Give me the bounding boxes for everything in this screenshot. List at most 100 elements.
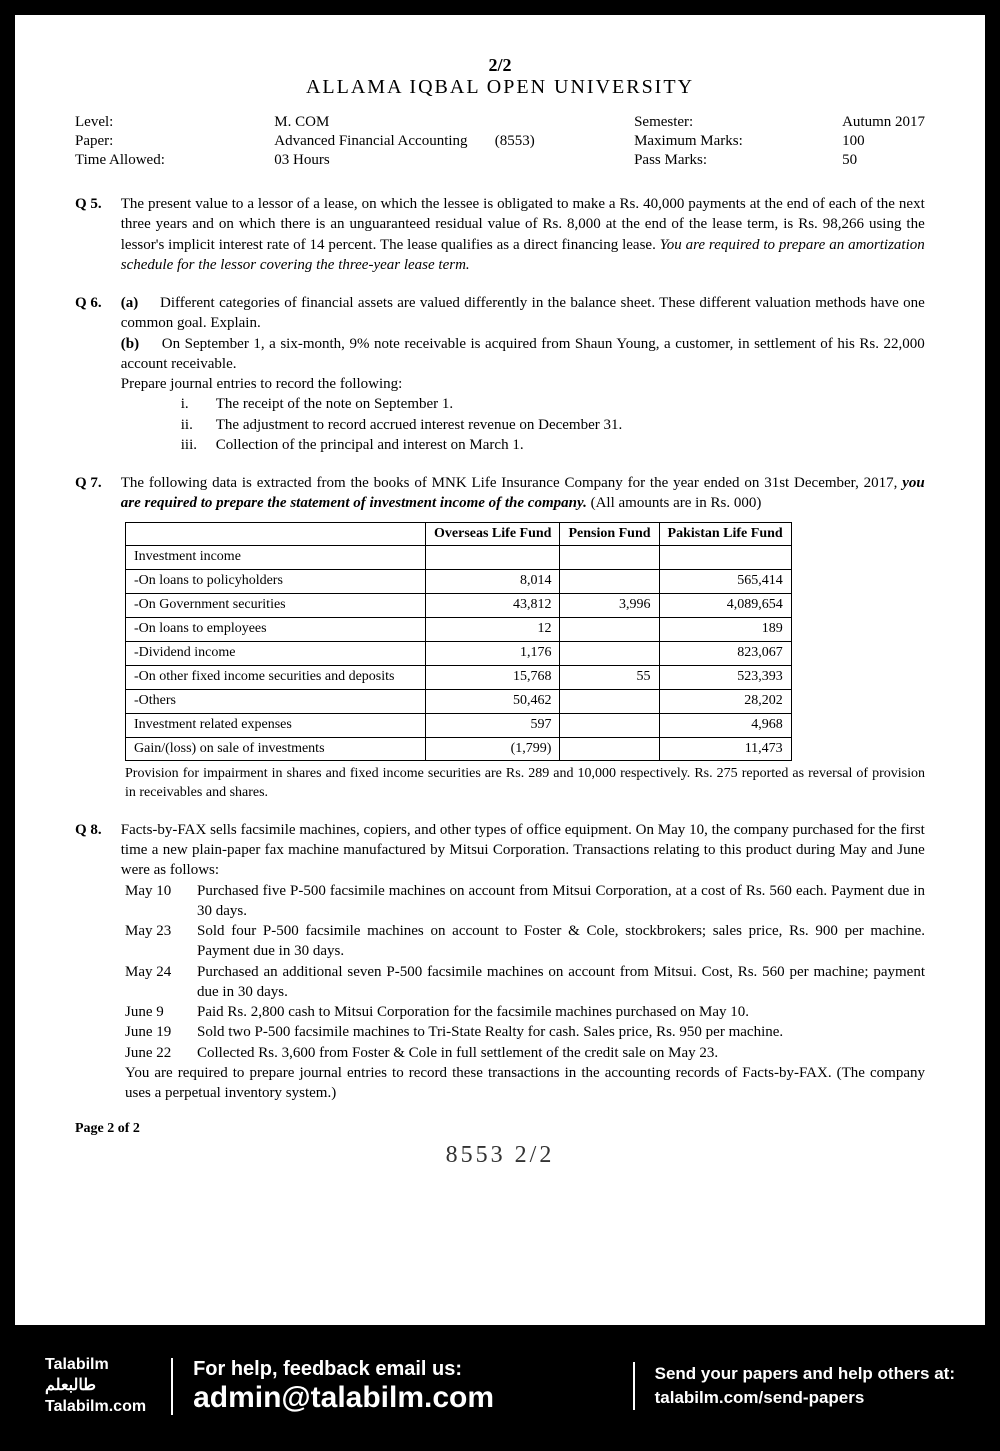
max-marks-label: Maximum Marks: [634, 133, 743, 150]
table-row: -On Government securities43,8123,9964,08… [126, 594, 792, 618]
brand-block: Talabilm طالبعلم Talabilm.com [45, 1355, 146, 1417]
site-banner: Talabilm طالبعلم Talabilm.com For help, … [15, 1340, 985, 1432]
row-label: -On loans to policyholders [126, 570, 426, 594]
q6-iii-num: iii. [181, 435, 206, 455]
table-row: Investment related expenses5974,968 [126, 713, 792, 737]
row-c2 [560, 689, 659, 713]
meta-right-labels: Semester: Maximum Marks: Pass Marks: [634, 114, 743, 169]
transaction-row: June 22 Collected Rs. 3,600 from Foster &… [75, 1043, 925, 1063]
q6-body: (a) Different categories of financial as… [121, 293, 925, 455]
q7-data-table: Overseas Life Fund Pension Fund Pakistan… [125, 522, 792, 762]
col-pakistan: Pakistan Life Fund [659, 522, 791, 546]
question-8: Q 8. Facts-by-FAX sells facsimile machin… [75, 820, 925, 1104]
transaction-row: May 23 Sold four P-500 facsimile machines… [75, 921, 925, 962]
tx-date: June 9 [125, 1002, 185, 1022]
time-label: Time Allowed: [75, 152, 175, 169]
handwritten-note: 8553 2/2 [75, 1142, 925, 1169]
table-header-row: Overseas Life Fund Pension Fund Pakistan… [126, 522, 792, 546]
exam-page: 2/2 ALLAMA IQBAL OPEN UNIVERSITY Level: … [15, 15, 985, 1325]
paper-value: Advanced Financial Accounting [274, 133, 467, 150]
row-c2: 3,996 [560, 594, 659, 618]
q7-after-table: Provision for impairment in shares and f… [75, 765, 925, 801]
pass-marks-value: 50 [842, 152, 857, 169]
paper-label: Paper: [75, 133, 175, 150]
table-row: -On loans to policyholders8,014 565,414 [126, 570, 792, 594]
row-c1: 43,812 [426, 594, 560, 618]
q5-body: The present value to a lessor of a lease… [121, 194, 925, 275]
page-footer: Page 2 of 2 [75, 1121, 925, 1137]
q6b-text: On September 1, a six-month, 9% note rec… [121, 336, 925, 372]
help-block: For help, feedback email us: admin@talab… [171, 1358, 608, 1415]
q7-text: The following data is extracted from the… [121, 475, 898, 491]
table-row: -On other fixed income securities and de… [126, 665, 792, 689]
time-value: 03 Hours [274, 152, 329, 169]
tx-text: Sold two P-500 facsimile machines to Tri… [197, 1022, 783, 1042]
tx-date: June 22 [125, 1043, 185, 1063]
page-header: 2/2 ALLAMA IQBAL OPEN UNIVERSITY [75, 55, 925, 99]
row-c1: 8,014 [426, 570, 560, 594]
col-pension: Pension Fund [560, 522, 659, 546]
transaction-row: June 9Paid Rs. 2,800 cash to Mitsui Corp… [75, 1002, 925, 1022]
transaction-row: May 24Purchased an additional seven P-50… [75, 962, 925, 1003]
tx-date: June 19 [125, 1022, 185, 1042]
row-label: -On other fixed income securities and de… [126, 665, 426, 689]
meta-left: Level: Paper: Time Allowed: [75, 114, 175, 169]
row-c3: 4,089,654 [659, 594, 791, 618]
row-c3: 823,067 [659, 641, 791, 665]
brand-domain: Talabilm.com [45, 1397, 146, 1418]
tx-text: Purchased five P-500 facsimile machines … [197, 881, 925, 922]
q6-ii-num: ii. [181, 415, 206, 435]
row-c1: 15,768 [426, 665, 560, 689]
tx-text: Collected Rs. 3,600 from Foster & Cole i… [197, 1043, 718, 1063]
transaction-row: June 19 Sold two P-500 facsimile machines… [75, 1022, 925, 1042]
table-row: Gain/(loss) on sale of investments(1,799… [126, 737, 792, 761]
q8-requirement-wrap: You are required to prepare journal entr… [75, 1063, 925, 1104]
help-email: admin@talabilm.com [193, 1381, 608, 1415]
help-line1: For help, feedback email us: [193, 1358, 608, 1381]
q6-iii-text: Collection of the principal and interest… [216, 435, 524, 455]
q6-sub-items: i. The receipt of the note on September 1… [121, 394, 925, 455]
tx-text: Purchased an additional seven P-500 facs… [197, 962, 925, 1003]
paper-code: (8553) [495, 133, 535, 150]
send-block: Send your papers and help others at: tal… [633, 1362, 955, 1410]
q7-note: (All amounts are in Rs. 000) [591, 495, 762, 511]
q7-body: The following data is extracted from the… [121, 473, 925, 514]
row-c3: 523,393 [659, 665, 791, 689]
tx-date: May 23 [125, 921, 185, 962]
row-c3: 565,414 [659, 570, 791, 594]
table-row: -Dividend income1,176823,067 [126, 641, 792, 665]
col-blank [126, 522, 426, 546]
semester-value: Autumn 2017 [842, 114, 925, 131]
brand-urdu: طالبعلم [45, 1376, 146, 1397]
row-c2 [560, 570, 659, 594]
max-marks-value: 100 [842, 133, 865, 150]
row-label: -On loans to employees [126, 618, 426, 642]
q6a-text: Different categories of financial assets… [121, 295, 925, 331]
q8-body: Facts-by-FAX sells facsimile machines, c… [121, 820, 925, 881]
q6-prepare: Prepare journal entries to record the fo… [121, 376, 403, 392]
exam-metadata: Level: Paper: Time Allowed: M. COM Advan… [75, 114, 925, 169]
q5-label: Q 5. [75, 194, 117, 214]
row-c2 [560, 713, 659, 737]
q6-i-num: i. [181, 394, 206, 414]
level-value: M. COM [274, 114, 329, 131]
table-row: Investment income [126, 546, 792, 570]
q6-i-text: The receipt of the note on September 1. [216, 394, 453, 414]
row-c3 [659, 546, 791, 570]
q6a-label: (a) [121, 295, 139, 311]
row-c3: 4,968 [659, 713, 791, 737]
q6-label: Q 6. [75, 293, 117, 313]
row-c1: 12 [426, 618, 560, 642]
row-c3: 28,202 [659, 689, 791, 713]
question-6: Q 6. (a) Different categories of financi… [75, 293, 925, 455]
tx-text: Sold four P-500 facsimile machines on ac… [197, 921, 925, 962]
row-c2: 55 [560, 665, 659, 689]
row-c2 [560, 737, 659, 761]
send-url: talabilm.com/send-papers [655, 1386, 955, 1410]
col-overseas: Overseas Life Fund [426, 522, 560, 546]
row-label: -Dividend income [126, 641, 426, 665]
row-label: -Others [126, 689, 426, 713]
q8-label: Q 8. [75, 820, 117, 840]
row-label: -On Government securities [126, 594, 426, 618]
send-line1: Send your papers and help others at: [655, 1362, 955, 1386]
